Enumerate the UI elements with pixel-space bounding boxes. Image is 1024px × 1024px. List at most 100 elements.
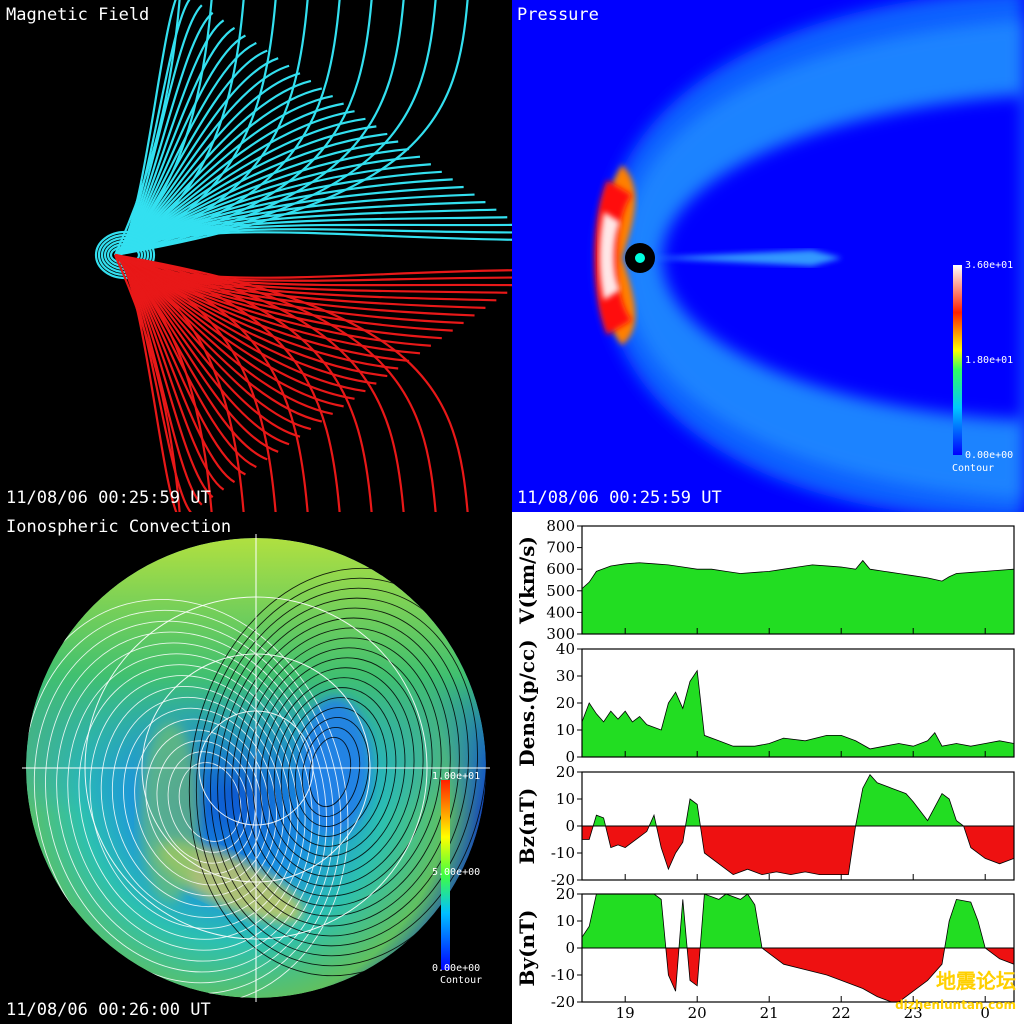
potential-contour-dusk: [45, 631, 327, 973]
field-line-south-open: [114, 253, 405, 512]
y-axis-label: By(nT): [515, 910, 539, 987]
y-tick-label: 0: [565, 939, 575, 957]
field-line-north-open: [114, 0, 405, 257]
y-tick-label: 500: [546, 582, 575, 600]
potential-contour-dusk: [100, 686, 292, 918]
field-line-north-open: [114, 0, 245, 256]
y-tick-label: -10: [551, 844, 575, 862]
field-line-north-open: [114, 0, 437, 257]
y-tick-label: 400: [546, 603, 575, 621]
potential-contour-dawn: [280, 697, 388, 847]
ionosphere-colorbar-mid: 5.00e+00: [432, 867, 481, 878]
field-line-north-open: [114, 0, 309, 257]
ionospheric-convection-title: Ionospheric Convection: [6, 517, 232, 537]
series-area-negative: [582, 948, 1014, 1002]
potential-contour-dawn: [245, 647, 433, 897]
y-tick-label: -20: [551, 871, 575, 889]
field-line-north-open: [114, 0, 341, 257]
potential-contour-dawn: [217, 607, 469, 937]
solar-wind-chart: 800 700 600 500 400 300 V(km/s) 40 30 20 10 0 Dens.(…: [515, 517, 1015, 1022]
potential-contour-dawn: [308, 736, 352, 808]
y-axis-label: Bz(nT): [515, 788, 539, 865]
field-line-north-open: [114, 0, 373, 257]
y-axis-label: Dens.(p/cc): [515, 639, 539, 766]
potential-contour-dusk: [26, 598, 349, 998]
earth-center: [635, 253, 645, 263]
potential-contour-dusk: [33, 620, 335, 984]
ionosphere-colorbar-label: Contour: [440, 975, 483, 986]
field-line-north-open: [114, 0, 277, 257]
y-tick-label: 40: [556, 640, 575, 658]
y-tick-label: 10: [556, 912, 575, 930]
potential-contour-dawn: [273, 687, 397, 857]
series-line: [581, 893, 1015, 1003]
potential-contour-dusk: [67, 653, 313, 951]
series-area-positive: [582, 894, 1014, 948]
magnetic-field-timestamp: 11/08/06 00:25:59 UT: [6, 488, 211, 508]
watermark-url: dizhenluntan.com: [895, 998, 1016, 1012]
y-tick-label: 20: [556, 694, 575, 712]
potential-contour-dawn: [287, 707, 379, 837]
pressure-title: Pressure: [517, 5, 599, 25]
ionosphere-plot: [22, 534, 490, 1002]
convection-cell-dawn: [300, 697, 370, 837]
series-area-positive: [582, 774, 1014, 826]
potential-contour-dawn: [210, 597, 478, 947]
watermark-chinese: 地震论坛: [936, 969, 1016, 993]
potential-contour-dusk: [134, 718, 270, 886]
pressure-plot: [594, 0, 1024, 512]
series-line: [581, 559, 1015, 589]
pressure-colorbar: [953, 265, 962, 455]
y-axis-label: V(km/s): [515, 536, 539, 625]
x-tick-label: 19: [616, 1004, 635, 1022]
y-tick-label: 30: [556, 667, 575, 685]
field-line-north-open: [114, 0, 469, 257]
potential-contour-dawn: [252, 657, 424, 887]
pressure-colorbar-mid: 1.80e+01: [965, 355, 1014, 366]
field-line-south-open: [114, 253, 437, 512]
field-lines-north: [94, 0, 512, 280]
pressure-colorbar-max: 3.60e+01: [965, 260, 1014, 271]
y-tick-label: -10: [551, 966, 575, 984]
field-line-south-open: [114, 254, 245, 512]
pressure-colorbar-label: Contour: [952, 463, 995, 474]
field-line-closed-north: [97, 233, 153, 277]
field-lines-south: [113, 253, 512, 512]
pressure-panel: 3.60e+01 1.80e+01 0.00e+00 Contour Press…: [512, 0, 1024, 512]
bow-pressure-peak: [599, 212, 620, 300]
y-tick-label: 600: [546, 560, 575, 578]
x-tick-label: 20: [688, 1004, 707, 1022]
ionosphere-colorbar: [441, 780, 450, 970]
y-tick-label: 0: [565, 817, 575, 835]
potential-contour-dawn: [202, 587, 486, 957]
series-panel: 40 30 20 10 0 Dens.(p/cc): [515, 639, 1015, 767]
ionospheric-convection-timestamp: 11/08/06 00:26:00 UT: [6, 1000, 211, 1020]
series-area: [582, 560, 1014, 634]
x-tick-label: 0: [980, 1004, 990, 1022]
y-tick-label: 800: [546, 517, 575, 535]
potential-contour-dawn: [195, 577, 486, 967]
potential-contour-dusk: [123, 707, 277, 897]
potential-contour-dawn: [266, 677, 406, 867]
y-tick-label: 10: [556, 790, 575, 808]
solar-wind-panel: 800 700 600 500 400 300 V(km/s) 40 30 20 10 0 Dens.(…: [512, 512, 1024, 1024]
y-tick-label: 20: [556, 763, 575, 781]
field-line-south-open: [114, 253, 309, 512]
pressure-timestamp: 11/08/06 00:25:59 UT: [517, 488, 722, 508]
y-tick-label: 300: [546, 625, 575, 643]
field-line-south-open: [113, 254, 181, 512]
potential-contour-dawn: [224, 617, 460, 927]
series-area-negative: [582, 826, 1014, 875]
plasma-sheet: [652, 250, 842, 266]
potential-contour-dusk: [145, 729, 263, 875]
field-line-south-open: [114, 253, 341, 512]
ionospheric-convection-panel: 1.00e+01 5.00e+00 0.00e+00 Contour Ionos…: [0, 512, 512, 1024]
series-frame: [581, 525, 1015, 635]
y-tick-label: 20: [556, 885, 575, 903]
potential-contour-dusk: [156, 740, 256, 864]
series-panel: 20 10 0 -10 -20 By(nT): [515, 885, 1015, 1011]
field-line-south-open: [114, 253, 373, 512]
magnetic-field-title: Magnetic Field: [6, 5, 150, 25]
series-panel: 800 700 600 500 400 300 V(km/s): [515, 517, 1015, 643]
field-line-south-open: [114, 254, 213, 512]
